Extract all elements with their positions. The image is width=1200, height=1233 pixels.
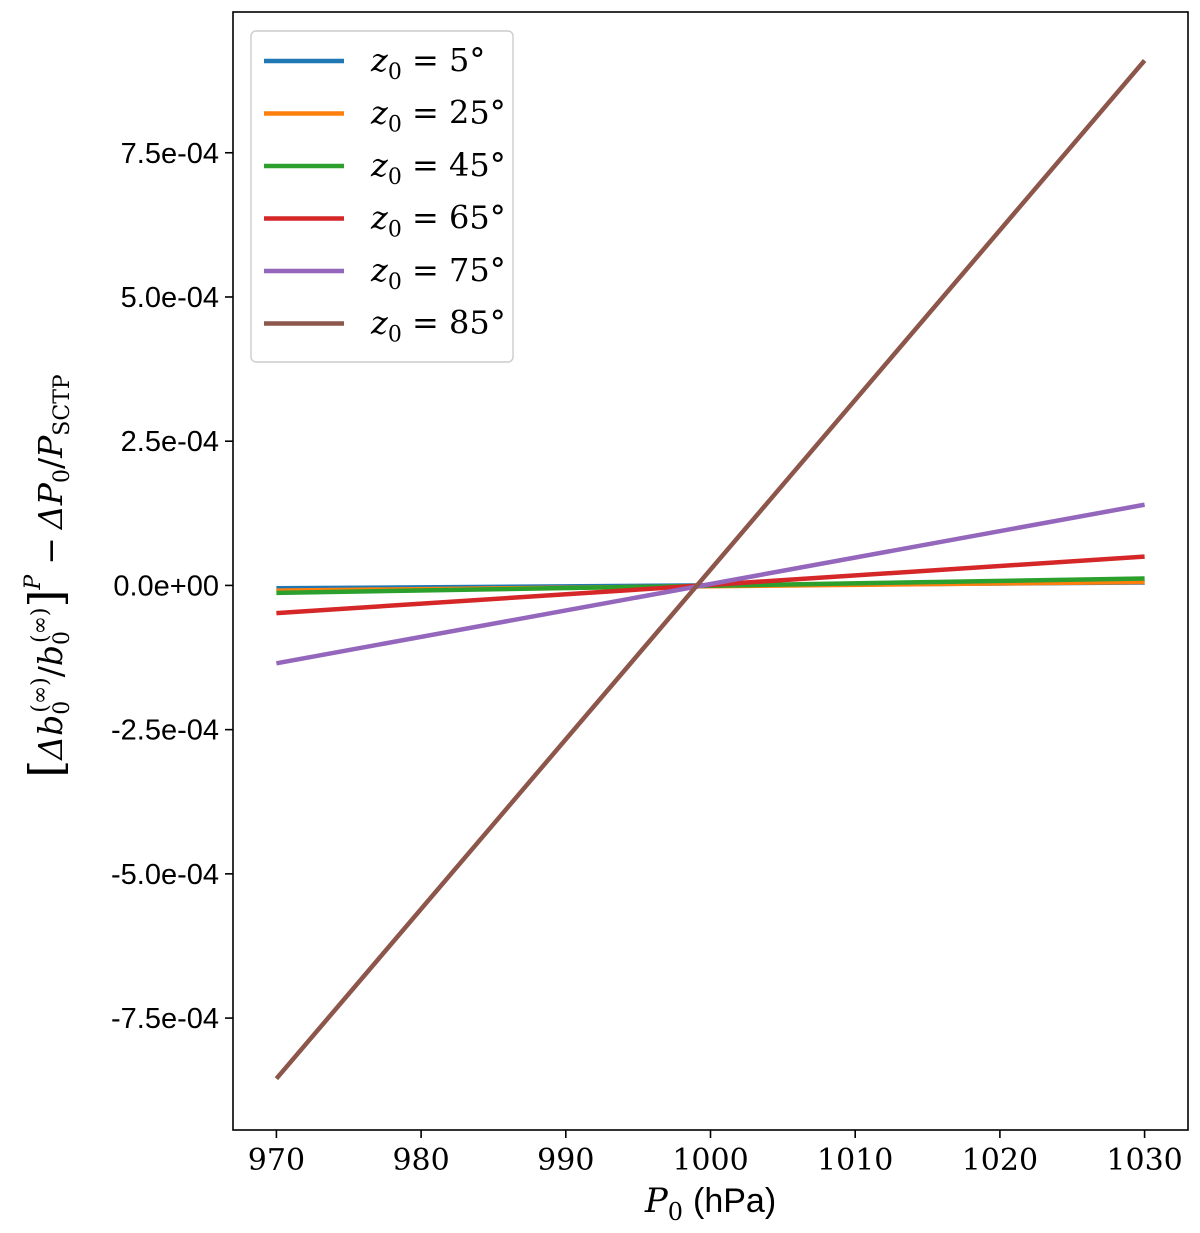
y-label-sub0-b: 0	[50, 631, 75, 645]
legend-label: z0 = 65°	[370, 199, 506, 243]
y-label-sup-inf-a: (∞)	[28, 677, 53, 713]
y-label-sub0-a: 0	[50, 701, 75, 715]
x-axis-label-symbol: P	[644, 1181, 669, 1221]
x-axis-label-sub: 0	[668, 1198, 683, 1226]
series-lines	[274, 59, 1147, 1081]
y-label-open-bracket: [	[19, 760, 73, 778]
y-label-delta-b: Δb	[31, 715, 70, 762]
y-label-close-bracket: ]	[19, 590, 73, 608]
x-tick-label: 1020	[962, 1143, 1038, 1178]
y-label-slash: /	[31, 665, 70, 677]
y-tick-label: 7.5e-04	[121, 138, 219, 170]
x-tick-label: 970	[248, 1143, 305, 1178]
y-label-minus: −	[31, 537, 70, 565]
y-label-p-sctp: P	[31, 435, 70, 459]
y-tick-label: 2.5e-04	[121, 426, 219, 458]
legend: z0 = 5° z0 = 25° z0 = 45° z0 = 65° z0 = 75° z…	[250, 30, 514, 363]
x-tick-label: 990	[537, 1143, 594, 1178]
legend-label: z0 = 75°	[370, 251, 506, 295]
y-axis-label: [Δb0(∞)/b0(∞)]P−ΔP0/PSCTP	[19, 374, 75, 778]
y-label-delta-p: ΔP	[31, 482, 70, 531]
y-tick-label: 5.0e-04	[121, 282, 219, 314]
y-label-sub-sctp: SCTP	[50, 374, 75, 436]
x-tick-label: 1010	[817, 1143, 893, 1178]
plot-area	[232, 11, 1189, 1131]
legend-label: z0 = 45°	[370, 146, 506, 190]
legend-label: z0 = 85°	[370, 304, 506, 348]
series-line-z0-85	[274, 59, 1147, 1081]
x-axis-ticks: 970 980 990 1000 1010 1020 1030	[248, 1130, 1183, 1178]
y-tick-label: -7.5e-04	[111, 1003, 219, 1035]
y-tick-label: -5.0e-04	[111, 859, 219, 891]
x-tick-label: 1000	[672, 1143, 748, 1178]
legend-label: z0 = 5°	[370, 41, 485, 85]
x-tick-label: 980	[392, 1143, 449, 1178]
y-label-b: b	[31, 645, 70, 666]
y-label-sup-inf-b: (∞)	[28, 608, 53, 644]
y-tick-label: 0.0e+00	[113, 570, 219, 602]
y-label-slash-b: /	[31, 457, 70, 469]
y-label-sub0-c: 0	[50, 469, 75, 483]
series-line-z0-75	[275, 502, 1146, 666]
y-axis-ticks: -7.5e-04 -5.0e-04 -2.5e-04 0.0e+00 2.5e-04 5.…	[111, 138, 233, 1035]
legend-label: z0 = 25°	[370, 94, 506, 138]
y-label-sup-p: P	[21, 574, 46, 591]
x-axis-label-unit: (hPa)	[693, 1182, 776, 1220]
y-axis-label-text: [Δb0(∞)/b0(∞)]P−ΔP0/PSCTP	[19, 374, 75, 778]
x-axis-label: P0 (hPa)	[644, 1181, 776, 1226]
y-tick-label: -2.5e-04	[111, 715, 219, 747]
x-tick-label: 1030	[1106, 1143, 1182, 1178]
